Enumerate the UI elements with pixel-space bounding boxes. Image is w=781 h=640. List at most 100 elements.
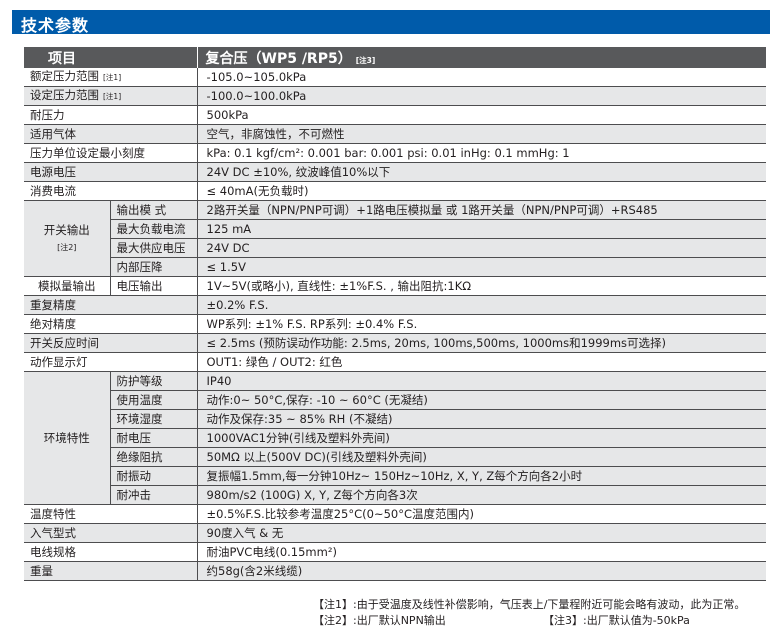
row-label-cell: 电源电压: [24, 162, 198, 182]
row-label-cell: 开关反应时间: [24, 333, 198, 353]
value-cell: 约58g(含2米线缆): [197, 561, 766, 581]
table-row: 耐振动 复振幅1.5mm,每一分钟10Hz~ 150Hz~10Hz, X, Y, …: [24, 466, 766, 486]
row-label: 设定压力范围: [30, 88, 99, 102]
section-title-bar: 技术参数: [12, 10, 770, 35]
value-cell: 980m/s2 (100G) X, Y, Z每个方向各3次: [197, 485, 766, 505]
row-label-cell: 消费电流: [24, 181, 198, 201]
row-label-cell: 重复精度: [24, 295, 198, 315]
value-cell: ±0.2% F.S.: [197, 295, 766, 315]
value-cell: 动作及保存:35 ~ 85% RH (不凝结): [197, 409, 766, 429]
row-label: 重量: [30, 563, 53, 578]
value-cell: 125 mA: [197, 219, 766, 239]
table-row: 耐电压 1000VAC1分钟(引线及塑料外壳间): [24, 428, 766, 448]
row-label: 消费电流: [30, 183, 76, 198]
footnote-1: 【注1】:由于受温度及线性补偿影响，气压表上/下量程附近可能会略有波动，此为正常…: [313, 598, 746, 611]
row-label: 动作显示灯: [30, 354, 88, 369]
row-label: 电源电压: [30, 164, 76, 179]
table-row: 最大供应电压 24V DC: [24, 238, 766, 258]
table-row: 使用温度 动作:0~ 50°C,保存: -10 ~ 60°C (无凝结): [24, 390, 766, 410]
sub-label: 耐振动: [110, 466, 198, 486]
value-cell: -105.0~105.0kPa: [197, 68, 766, 87]
header-value-text: 复合压（WP5 /RP5）: [205, 50, 352, 67]
value-cell: 1000VAC1分钟(引线及塑料外壳间): [197, 428, 766, 448]
table-row: 绝对精度 WP系列: ±1% F.S. RP系列: ±0.4% F.S.: [24, 314, 766, 334]
sub-label: 使用温度: [110, 390, 198, 410]
table-row: 消费电流 ≤ 40mA(无负载时): [24, 181, 766, 201]
group-label: 模拟量输出: [38, 278, 96, 293]
spec-table: 项目 复合压（WP5 /RP5） [注3] 额定压力范围 [注1] -105.0~10…: [24, 47, 766, 581]
table-row: 耐压力 500kPa: [24, 105, 766, 125]
value-cell: 动作:0~ 50°C,保存: -10 ~ 60°C (无凝结): [197, 390, 766, 410]
table-row: 最大负载电流 125 mA: [24, 219, 766, 239]
sub-label: 最大供应电压: [110, 238, 198, 258]
table-header: 项目 复合压（WP5 /RP5） [注3]: [24, 47, 766, 68]
header-item: 项目: [24, 47, 198, 68]
header-value: 复合压（WP5 /RP5） [注3]: [197, 47, 766, 68]
row-note: [注1]: [103, 73, 122, 82]
value-cell: ≤ 1.5V: [197, 257, 766, 277]
row-label-cell: 温度特性: [24, 504, 198, 524]
row-label: 温度特性: [30, 506, 76, 521]
group-note: [注2]: [57, 242, 77, 252]
row-label-cell: 压力单位设定最小刻度: [24, 143, 198, 163]
footnote-3: 【注3】:出厂默认值为-50kPa: [543, 614, 690, 627]
sub-label: 绝缘阻抗: [110, 447, 198, 467]
sub-label: 防护等级: [110, 371, 198, 391]
table-row: 内部压降 ≤ 1.5V: [24, 257, 766, 277]
table-row: 动作显示灯 OUT1: 绿色 / OUT2: 红色: [24, 352, 766, 372]
row-label-cell: 绝对精度: [24, 314, 198, 334]
value-cell: OUT1: 绿色 / OUT2: 红色: [197, 352, 766, 372]
row-label-cell: 设定压力范围 [注1]: [24, 86, 198, 106]
footnotes: 【注1】:由于受温度及线性补偿影响，气压表上/下量程附近可能会略有波动，此为正常…: [313, 597, 745, 629]
row-note: [注1]: [103, 92, 122, 101]
row-label: 入气型式: [30, 525, 76, 540]
value-cell: IP40: [197, 371, 766, 391]
row-label: 电线规格: [30, 544, 76, 559]
value-cell: kPa: 0.1 kgf/cm²: 0.001 bar: 0.001 psi: …: [197, 143, 766, 163]
section-title: 技术参数: [21, 16, 90, 35]
table-row: 入气型式 90度入气 & 无: [24, 523, 766, 543]
table-row: 适用气体 空气，非腐蚀性，不可燃性: [24, 124, 766, 144]
table-row: 环境湿度 动作及保存:35 ~ 85% RH (不凝结): [24, 409, 766, 429]
row-label-cell: 重量: [24, 561, 198, 581]
group-label-cell: 环境特性: [24, 371, 111, 505]
value-cell: 2路开关量（NPN/PNP可调）+1路电压模拟量 或 1路开关量（NPN/PNP…: [197, 200, 766, 220]
row-label: 开关反应时间: [30, 335, 99, 350]
value-cell: ≤ 40mA(无负载时): [197, 181, 766, 201]
table-row: 开关反应时间 ≤ 2.5ms (预防误动作功能: 2.5ms, 20ms, 100…: [24, 333, 766, 353]
table-row: 压力单位设定最小刻度 kPa: 0.1 kgf/cm²: 0.001 bar: 0…: [24, 143, 766, 163]
row-label: 适用气体: [30, 126, 76, 141]
value-cell: 24V DC ±10%, 纹波峰值10%以下: [197, 162, 766, 182]
sub-label: 内部压降: [110, 257, 198, 277]
table-row: 环境特性 防护等级 IP40: [24, 371, 766, 505]
row-label: 绝对精度: [30, 316, 76, 331]
value-cell: ±0.5%F.S.比较参考温度25°C(0~50°C温度范围内): [197, 504, 766, 524]
row-label-cell: 入气型式: [24, 523, 198, 543]
row-label: 重复精度: [30, 297, 76, 312]
row-label-cell: 额定压力范围 [注1]: [24, 68, 198, 87]
table-body: 额定压力范围 [注1] -105.0~105.0kPa 设定压力范围 [注1] -100.…: [24, 68, 766, 581]
table-row: 模拟量输出 电压输出 1V~5V(或略小), 直线性: ±1%F.S. , 输出阻抗…: [24, 276, 766, 296]
row-label-cell: 适用气体: [24, 124, 198, 144]
sub-label: 最大负载电流: [110, 219, 198, 239]
value-cell: WP系列: ±1% F.S. RP系列: ±0.4% F.S.: [197, 314, 766, 334]
group-label-cell: 模拟量输出: [24, 276, 111, 296]
table-row: 开关输出 [注2] 输出模 式 2路开关量（NPN/PNP可调）+1路电压模拟量 或 …: [24, 200, 766, 277]
table-row: 电线规格 耐油PVC电线(0.15mm²): [24, 542, 766, 562]
row-label-cell: 耐压力: [24, 105, 198, 125]
value-cell: 耐油PVC电线(0.15mm²): [197, 542, 766, 562]
sub-label: 耐电压: [110, 428, 198, 448]
value-cell: ≤ 2.5ms (预防误动作功能: 2.5ms, 20ms, 100ms,500…: [197, 333, 766, 353]
table-row: 耐冲击 980m/s2 (100G) X, Y, Z每个方向各3次: [24, 485, 766, 505]
table-row: 额定压力范围 [注1] -105.0~105.0kPa: [24, 68, 766, 87]
value-cell: 复振幅1.5mm,每一分钟10Hz~ 150Hz~10Hz, X, Y, Z每个…: [197, 466, 766, 486]
value-cell: 空气，非腐蚀性，不可燃性: [197, 124, 766, 144]
value-cell: 90度入气 & 无: [197, 523, 766, 543]
footnote-2: 【注2】:出厂默认NPN输出: [313, 614, 446, 627]
value-cell: 24V DC: [197, 238, 766, 258]
table-row: 重量 约58g(含2米线缆): [24, 561, 766, 581]
table-row: 绝缘阻抗 50MΩ 以上(500V DC)(引线及塑料外壳间): [24, 447, 766, 467]
sub-label: 环境湿度: [110, 409, 198, 429]
row-label: 耐压力: [30, 107, 65, 122]
group-label-cell: 开关输出 [注2]: [24, 200, 111, 277]
